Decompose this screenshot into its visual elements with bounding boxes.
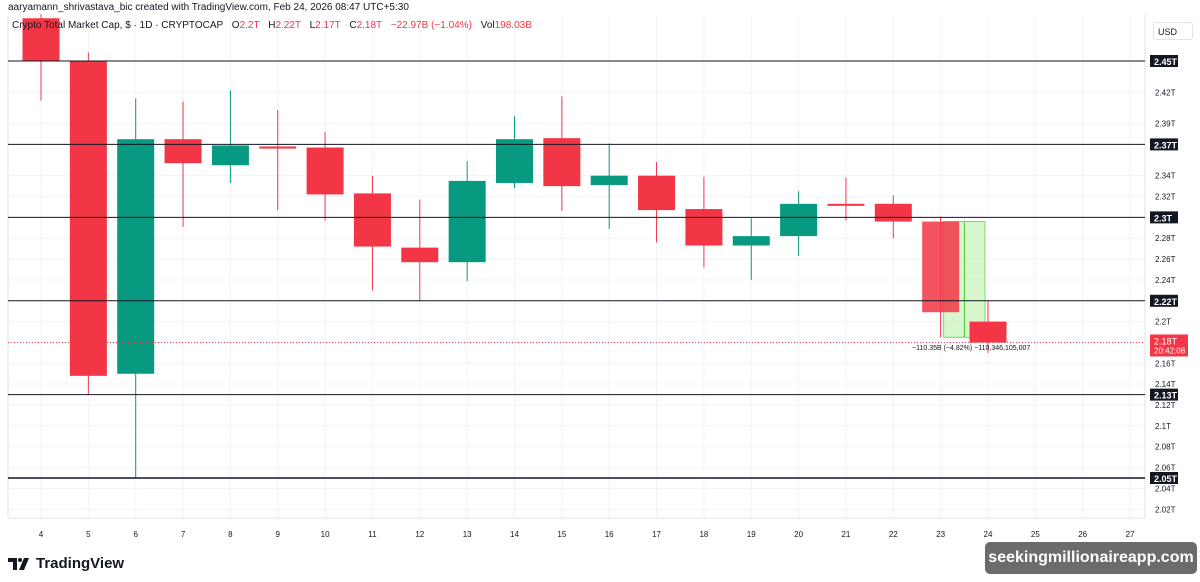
high-label: H (268, 20, 276, 31)
symbol-title[interactable]: Crypto Total Market Cap, $ · 1D · CRYPTO… (12, 20, 224, 31)
level-price-tag (1150, 55, 1178, 67)
time-axis-label: 21 (841, 530, 850, 539)
candle-body[interactable] (874, 203, 912, 222)
price-axis-label: 2.24T (1155, 276, 1176, 285)
time-axis-label: 8 (228, 530, 233, 539)
level-price-tag-label: 2.05T (1154, 474, 1178, 484)
time-axis-label: 19 (747, 530, 756, 539)
bar-countdown: 20:42:08 (1154, 346, 1186, 355)
candle-body[interactable] (969, 321, 1007, 343)
time-axis-label: 20 (794, 530, 803, 539)
level-price-tag (1150, 388, 1178, 401)
time-axis-label: 13 (463, 530, 472, 539)
level-price-tag-label: 2.45T (1154, 57, 1178, 67)
price-axis-label: 2.32T (1155, 193, 1176, 202)
tradingview-logo-icon (8, 557, 29, 570)
price-axis-label: 2.14T (1155, 380, 1176, 389)
price-axis-label: 2.12T (1155, 401, 1176, 410)
price-axis-label: 2.34T (1155, 172, 1176, 181)
time-axis-label: 17 (652, 530, 661, 539)
time-axis-label: 6 (133, 530, 138, 539)
level-price-tag (1150, 211, 1178, 224)
close-value: 2.18T (356, 20, 382, 31)
time-axis-label: 10 (321, 530, 330, 539)
time-axis-label: 23 (936, 530, 945, 539)
open-label: O (231, 20, 240, 31)
candle-body[interactable] (22, 18, 60, 61)
high-value: 2.22T (275, 20, 301, 31)
level-price-tag-label: 2.37T (1154, 140, 1178, 150)
low-value: 2.17T (315, 20, 341, 31)
price-axis-label: 2.26T (1155, 255, 1176, 264)
time-axis-label: 16 (605, 530, 614, 539)
price-axis-label: 2.04T (1155, 484, 1176, 493)
close-label: C (349, 20, 357, 31)
candle-body[interactable] (496, 139, 533, 183)
time-axis-label: 27 (1126, 530, 1135, 539)
candle-body[interactable] (685, 209, 723, 246)
candle-body[interactable] (259, 146, 297, 149)
time-axis-label: 18 (699, 530, 708, 539)
volume-label: Vol (480, 20, 495, 31)
candle-body[interactable] (211, 145, 249, 166)
candle-body[interactable] (69, 61, 107, 376)
candle-body[interactable] (827, 203, 865, 206)
volume-value: 198.03B (494, 20, 532, 31)
price-axis-label: 2.1T (1155, 422, 1171, 431)
symbol-legend: Crypto Total Market Cap, $ · 1D · CRYPTO… (12, 20, 532, 31)
candle-body[interactable] (117, 139, 155, 374)
time-axis-label: 12 (415, 530, 424, 539)
price-axis-label: 2.06T (1155, 464, 1176, 473)
candle-body[interactable] (164, 139, 202, 164)
time-axis-label: 22 (889, 530, 898, 539)
candle-body[interactable] (306, 147, 344, 195)
last-price-value: 2.18T (1154, 336, 1178, 346)
time-axis-label: 9 (276, 530, 281, 539)
time-axis-label: 4 (39, 530, 44, 539)
tradingview-logo[interactable]: TradingView (8, 555, 124, 572)
price-axis-label: 2.39T (1155, 120, 1176, 129)
candle-body[interactable] (353, 193, 391, 247)
time-axis-label: 7 (181, 530, 186, 539)
time-axis-label: 26 (1078, 530, 1087, 539)
last-price-tag (1150, 334, 1188, 357)
price-axis-label: 2.28T (1155, 234, 1176, 243)
price-axis-label: 2.2T (1155, 318, 1171, 327)
price-axis-label: 2.02T (1155, 505, 1176, 514)
candle-body[interactable] (401, 247, 439, 263)
time-axis-label: 14 (510, 530, 519, 539)
candle-body[interactable] (543, 138, 581, 187)
change-value: −22.97B (−1.04%) (390, 20, 472, 31)
candle-body[interactable] (448, 180, 486, 263)
level-price-tag (1150, 138, 1178, 151)
tradingview-brand: TradingView (36, 555, 125, 572)
open-value: 2.2T (239, 20, 260, 31)
candle-body[interactable] (922, 221, 960, 313)
level-price-tag-label: 2.22T (1154, 297, 1178, 307)
level-price-tag (1150, 294, 1178, 307)
level-price-tag-label: 2.13T (1154, 391, 1178, 401)
watermark: seekingmillionaireapp.com (985, 542, 1197, 574)
price-axis-label: 2.16T (1155, 359, 1176, 368)
measure-label: −110.35B (−4.82%) −110,346,105,007 (912, 345, 1031, 352)
level-price-tag (1150, 472, 1178, 484)
time-axis-label: 5 (86, 530, 91, 539)
time-axis-label: 11 (368, 530, 377, 539)
candle-body[interactable] (638, 175, 676, 211)
low-label: L (309, 20, 316, 31)
price-axis-label: 2.08T (1155, 443, 1176, 452)
candle-body[interactable] (780, 203, 818, 237)
chart-credit: aaryamann_shrivastava_bic created with T… (8, 2, 409, 13)
time-axis-label: 25 (1031, 530, 1040, 539)
time-axis-label: 24 (984, 530, 993, 539)
price-axis-label: 2.42T (1155, 88, 1176, 97)
candle-body[interactable] (590, 175, 628, 186)
level-price-tag-label: 2.3T (1154, 213, 1173, 223)
candle-body[interactable] (732, 236, 770, 246)
time-axis-label: 15 (557, 530, 566, 539)
currency-selector[interactable]: USD (1153, 22, 1193, 40)
